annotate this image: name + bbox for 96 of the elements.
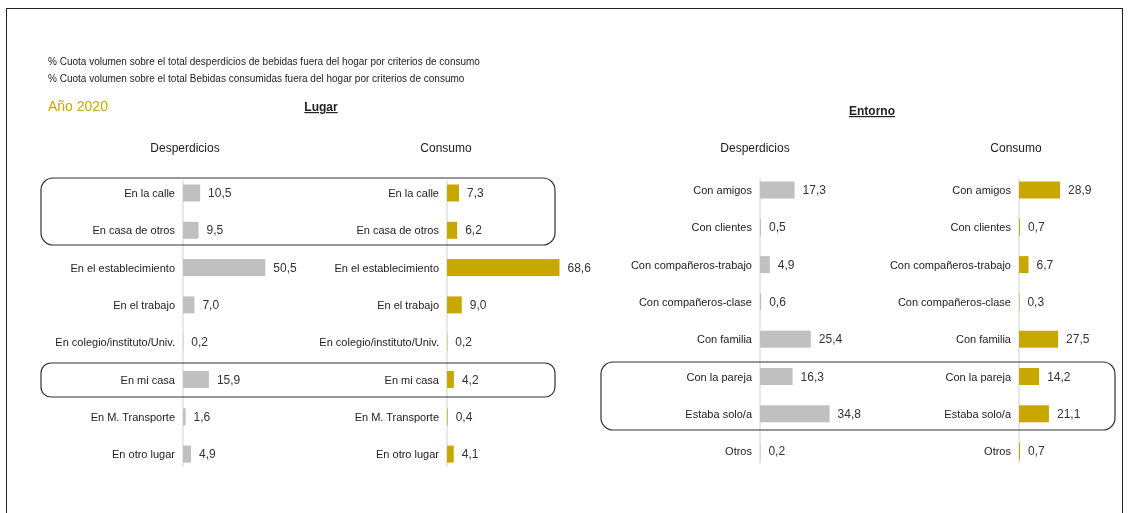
data-label: 9,0 (469, 297, 487, 312)
y-tick-label: Con clientes (950, 221, 1012, 234)
bar (183, 221, 199, 239)
y-tick-label: Con amigos (952, 184, 1012, 196)
data-label: 0,2 (768, 444, 786, 459)
chart-title: Consumo (990, 141, 1042, 155)
data-label: 68,6 (567, 260, 592, 275)
y-tick-label: En el establecimiento (70, 261, 175, 274)
y-tick-label: En M. Transporte (90, 410, 175, 423)
bar (447, 296, 462, 314)
y-tick-label: Con compañeros-clase (638, 295, 752, 308)
data-label: 50,5 (273, 260, 297, 275)
data-label: 6,2 (465, 223, 483, 238)
chart-title: Desperdicios (720, 141, 790, 155)
y-tick-label: En otro lugar (112, 448, 176, 461)
data-label: 27,5 (1066, 332, 1090, 347)
y-tick-label: Otros (984, 445, 1012, 458)
data-label: 0,6 (769, 294, 787, 309)
data-label: 28,9 (1068, 183, 1092, 197)
y-tick-label: En mi casa (120, 373, 176, 386)
chart-title: Consumo (420, 141, 472, 155)
y-tick-label: En colegio/instituto/Univ. (319, 336, 439, 349)
data-label: 21,1 (1056, 406, 1081, 421)
y-tick-label: Otros (725, 445, 753, 458)
bar (760, 368, 793, 385)
bar (447, 184, 459, 202)
data-label: 1,6 (193, 409, 211, 424)
y-tick-label: En casa de otros (92, 224, 176, 237)
data-label: 0,7 (1027, 220, 1045, 235)
y-tick-label: Con familia (696, 333, 753, 346)
bar (447, 221, 458, 239)
y-tick-label: Con familia (955, 333, 1012, 346)
y-tick-label: Con compañeros-trabajo (889, 258, 1011, 271)
y-tick-label: En otro lugar (376, 448, 440, 461)
bar (183, 259, 266, 277)
bar (1019, 405, 1049, 423)
data-label: 4,1 (461, 447, 479, 462)
bar (447, 371, 454, 388)
bar (183, 408, 186, 426)
y-tick-label: En el trabajo (113, 298, 175, 311)
y-tick-label: Con clientes (691, 221, 753, 234)
data-label: 4,9 (777, 257, 795, 272)
bar (447, 445, 454, 463)
y-tick-label: En mi casa (384, 373, 440, 386)
bar (760, 256, 770, 274)
data-label: 15,9 (216, 372, 241, 387)
bar (760, 330, 811, 348)
bar (1019, 368, 1040, 385)
data-label: 34,8 (837, 406, 862, 421)
data-label: 0,7 (1027, 444, 1045, 459)
data-label: 7,3 (466, 186, 484, 200)
text: Entorno (849, 104, 895, 118)
data-label: 0,2 (191, 335, 209, 350)
y-tick-label: En la calle (124, 187, 175, 199)
bar (183, 184, 201, 202)
data-label: 4,9 (198, 447, 216, 462)
y-tick-label: Estaba solo/a (685, 407, 753, 420)
data-label: 14,2 (1047, 369, 1071, 384)
data-label: 0,2 (455, 335, 473, 350)
y-tick-label: En el establecimiento (334, 261, 439, 274)
bar (760, 181, 795, 199)
y-tick-label: Con compañeros-clase (897, 295, 1011, 308)
y-tick-label: En colegio/instituto/Univ. (55, 336, 175, 349)
y-tick-label: Con la pareja (945, 370, 1012, 383)
data-label: 0,3 (1027, 294, 1045, 309)
bar (447, 259, 560, 277)
bar (183, 371, 209, 388)
bar (1019, 256, 1029, 274)
text: % Cuota volumen sobre el total desperdicios de bebidas fuera del hogar por criterios de consumo (48, 56, 481, 67)
data-label: 10,5 (208, 186, 232, 200)
y-tick-label: Con compañeros-trabajo (630, 258, 752, 271)
y-tick-label: En el trabajo (377, 298, 439, 311)
data-label: 4,2 (461, 372, 479, 387)
bar (1019, 330, 1059, 348)
text: Año 2020 (48, 98, 109, 114)
y-tick-label: En la calle (388, 187, 439, 199)
data-label: 17,3 (802, 183, 827, 197)
data-label: 0,5 (769, 220, 787, 235)
data-label: 9,5 (206, 223, 224, 238)
y-tick-label: Estaba solo/a (944, 407, 1012, 420)
chart-title: Desperdicios (150, 141, 220, 155)
text: % Cuota volumen sobre el total Bebidas consumidas fuera del hogar por criterios de consumo (48, 73, 465, 84)
text: Lugar (304, 100, 338, 114)
bar (183, 296, 195, 314)
bar (1019, 181, 1061, 199)
y-tick-label: En M. Transporte (354, 410, 439, 423)
data-label: 0,4 (455, 409, 473, 424)
data-label: 6,7 (1036, 257, 1054, 272)
data-label: 25,4 (818, 332, 843, 347)
bar (760, 405, 830, 423)
y-tick-label: Con la pareja (686, 370, 753, 383)
y-tick-label: En casa de otros (356, 224, 440, 237)
y-tick-label: Con amigos (693, 184, 753, 196)
data-label: 16,3 (800, 369, 825, 384)
bar (183, 445, 191, 463)
data-label: 7,0 (202, 297, 220, 312)
